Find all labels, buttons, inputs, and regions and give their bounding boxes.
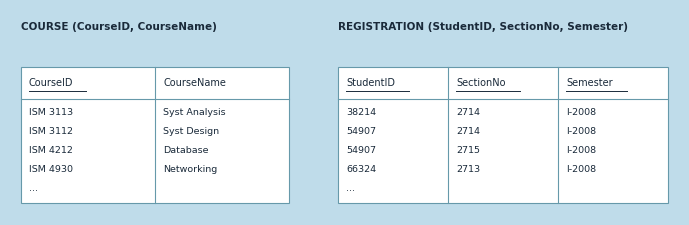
Text: 66324: 66324: [346, 165, 376, 174]
Text: ISM 3112: ISM 3112: [29, 127, 73, 136]
Text: REGISTRATION (StudentID, SectionNo, Semester): REGISTRATION (StudentID, SectionNo, Seme…: [338, 22, 628, 32]
Text: 2714: 2714: [456, 108, 480, 117]
Text: CourseID: CourseID: [29, 78, 74, 88]
Text: I-2008: I-2008: [566, 108, 597, 117]
Text: 38214: 38214: [346, 108, 376, 117]
Text: SectionNo: SectionNo: [456, 78, 506, 88]
Text: COURSE (CourseID, CourseName): COURSE (CourseID, CourseName): [21, 22, 216, 32]
Text: 2713: 2713: [456, 165, 480, 174]
Text: ...: ...: [29, 184, 38, 193]
Text: Syst Design: Syst Design: [163, 127, 219, 136]
Text: 2715: 2715: [456, 146, 480, 155]
Text: 2714: 2714: [456, 127, 480, 136]
Text: ...: ...: [346, 184, 355, 193]
Text: Semester: Semester: [566, 78, 613, 88]
Text: I-2008: I-2008: [566, 165, 597, 174]
Text: Networking: Networking: [163, 165, 218, 174]
Text: I-2008: I-2008: [566, 127, 597, 136]
Text: ISM 3113: ISM 3113: [29, 108, 73, 117]
Text: 54907: 54907: [346, 146, 376, 155]
Text: StudentID: StudentID: [346, 78, 395, 88]
Text: ISM 4930: ISM 4930: [29, 165, 73, 174]
Text: Syst Analysis: Syst Analysis: [163, 108, 226, 117]
FancyBboxPatch shape: [338, 68, 668, 203]
Text: I-2008: I-2008: [566, 146, 597, 155]
Text: ISM 4212: ISM 4212: [29, 146, 73, 155]
Text: CourseName: CourseName: [163, 78, 226, 88]
FancyBboxPatch shape: [21, 68, 289, 203]
Text: 54907: 54907: [346, 127, 376, 136]
Text: Database: Database: [163, 146, 209, 155]
